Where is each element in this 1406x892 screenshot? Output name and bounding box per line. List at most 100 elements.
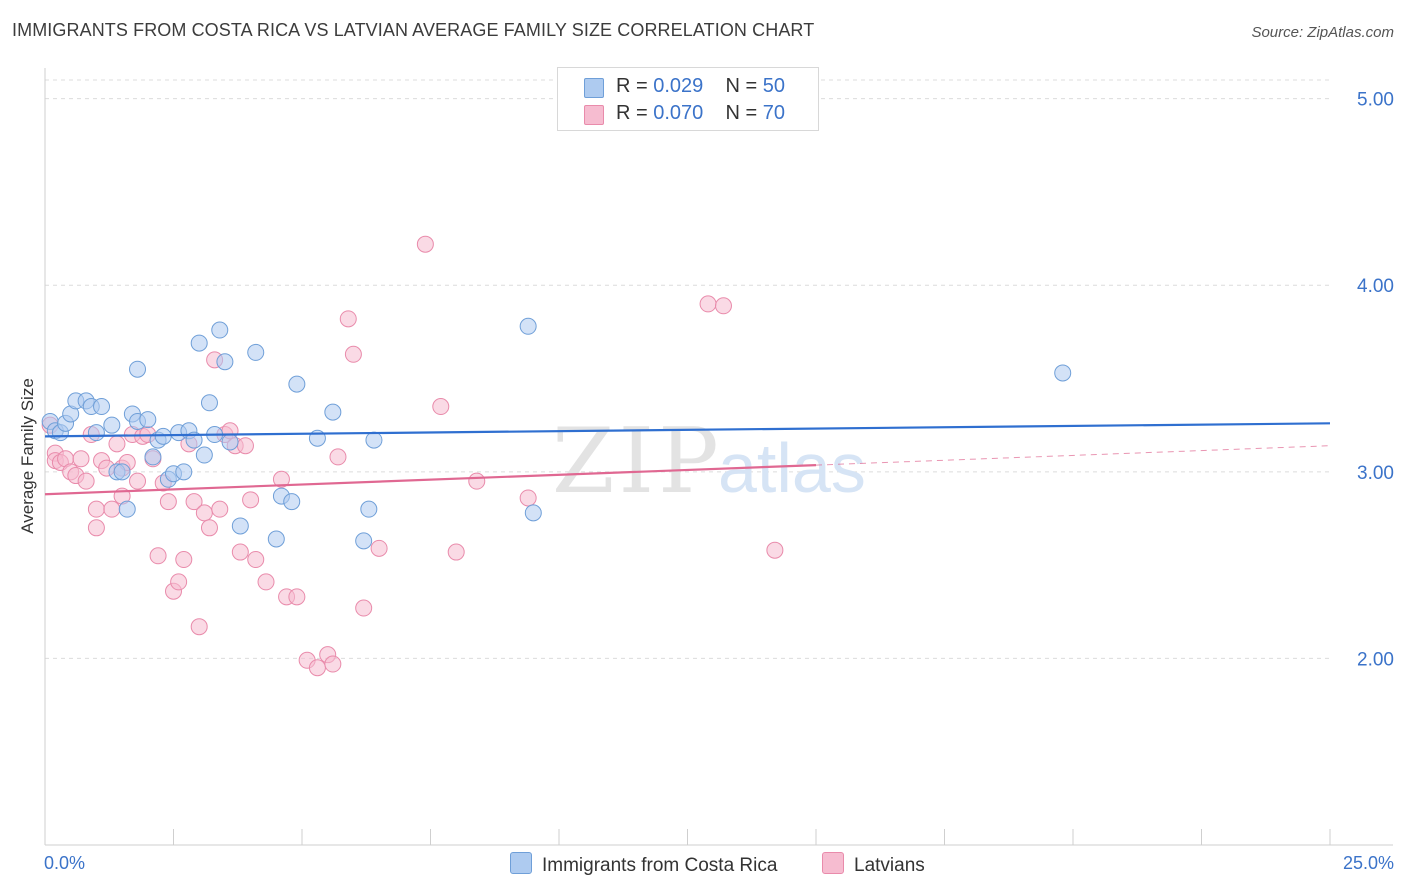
blue-trend-line (44, 422, 1331, 438)
pink-point (257, 573, 275, 591)
pink-point (272, 470, 290, 488)
x-tick-min: 0.0% (44, 853, 86, 873)
y-axis-label: Average Family Size (18, 378, 37, 534)
blue-point (283, 493, 301, 511)
blue-point (524, 504, 542, 522)
blue-point (324, 403, 342, 421)
blue-point (216, 353, 234, 371)
pink-point (324, 655, 342, 673)
blue-point (195, 446, 213, 464)
chart-title: IMMIGRANTS FROM COSTA RICA VS LATVIAN AV… (12, 20, 815, 40)
pink-point (355, 599, 373, 617)
source-credit: Source: ZipAtlas.com (1251, 24, 1394, 41)
stats-legend: R = 0.029 N = 50 R = 0.070 N = 70 (557, 67, 819, 131)
pink-point (200, 519, 218, 537)
grid-lines (45, 79, 1330, 659)
legend-r-label-blue: R = (616, 75, 648, 97)
pink-point (149, 547, 167, 565)
blue-point (200, 394, 218, 412)
blue-point (129, 360, 147, 378)
blue-point (231, 517, 249, 535)
legend-n-label-pink: N = (725, 102, 758, 124)
blue-point (139, 411, 157, 429)
pink-point (175, 551, 193, 569)
pink-point (370, 539, 388, 557)
pink-point (344, 345, 362, 363)
pink-point (72, 450, 90, 468)
pink-point (699, 295, 717, 313)
legend-n-value-pink: 70 (762, 102, 786, 124)
y-tick-label: 4.00 (1357, 276, 1394, 297)
y-tick-labels: 2.00 3.00 4.00 5.00 (1357, 90, 1394, 671)
blue-point (154, 427, 172, 445)
axes (44, 68, 1393, 846)
pink-point (247, 551, 265, 569)
costa-rica-points (41, 317, 1072, 550)
legend-r-label-pink: R = (616, 102, 648, 124)
blue-point (185, 431, 203, 449)
watermark-zip: ZIP (552, 409, 723, 514)
blue-point (360, 500, 378, 518)
bottom-legend-latvians: Latvians (822, 852, 925, 877)
pink-point (211, 500, 229, 518)
pink-point (170, 573, 188, 591)
blue-point (1054, 364, 1072, 382)
pink-point (242, 491, 260, 509)
blue-point (519, 317, 537, 335)
pink-point (329, 448, 347, 466)
pink-point (185, 493, 203, 511)
blue-point (144, 448, 162, 466)
pink-point (108, 435, 126, 453)
blue-point (211, 321, 229, 339)
x-tick-max: 25.0% (1342, 853, 1394, 873)
trend-lines (44, 422, 1331, 496)
blue-point (93, 398, 111, 416)
pink-point (195, 504, 213, 522)
blue-point (175, 463, 193, 481)
pink-point (339, 310, 357, 328)
pink-point (190, 618, 208, 636)
blue-point (103, 416, 121, 434)
pink-point (432, 398, 450, 416)
legend-n-label-blue: N = (725, 75, 758, 97)
blue-point (355, 532, 373, 550)
pink-point (236, 437, 254, 455)
pink-point (714, 297, 732, 315)
pink-point (308, 659, 326, 677)
pink-point (231, 543, 249, 561)
legend-swatch-pink (584, 105, 604, 125)
y-tick-label: 5.00 (1357, 90, 1394, 111)
blue-point (365, 431, 383, 449)
bottom-legend-costa-rica: Immigrants from Costa Rica (510, 852, 777, 877)
bottom-legend-label-blue: Immigrants from Costa Rica (542, 855, 778, 876)
blue-point (87, 424, 105, 442)
blue-point (267, 530, 285, 548)
blue-point (247, 343, 265, 361)
pink-trend-line-dashed (815, 445, 1331, 466)
pink-point (87, 500, 105, 518)
pink-point (129, 472, 147, 490)
y-tick-label: 3.00 (1357, 463, 1394, 484)
pink-point (519, 489, 537, 507)
pink-point (87, 519, 105, 537)
legend-n-value-blue: 50 (762, 75, 786, 97)
pink-point (103, 500, 121, 518)
pink-point (159, 493, 177, 511)
bottom-legend-swatch-blue (510, 852, 532, 874)
pink-point (288, 588, 306, 606)
blue-point (113, 463, 131, 481)
blue-point (288, 375, 306, 393)
pink-trend-line (44, 464, 817, 496)
bottom-legend-label-pink: Latvians (854, 855, 925, 876)
legend-r-value-pink: 0.070 (653, 102, 704, 124)
blue-point (190, 334, 208, 352)
pink-point (447, 543, 465, 561)
y-tick-label: 2.00 (1357, 649, 1394, 670)
pink-point (416, 235, 434, 253)
pink-point (766, 541, 784, 559)
blue-point (118, 500, 136, 518)
legend-r-value-blue: 0.029 (653, 75, 704, 97)
legend-swatch-blue (584, 78, 604, 98)
pink-point (77, 472, 95, 490)
